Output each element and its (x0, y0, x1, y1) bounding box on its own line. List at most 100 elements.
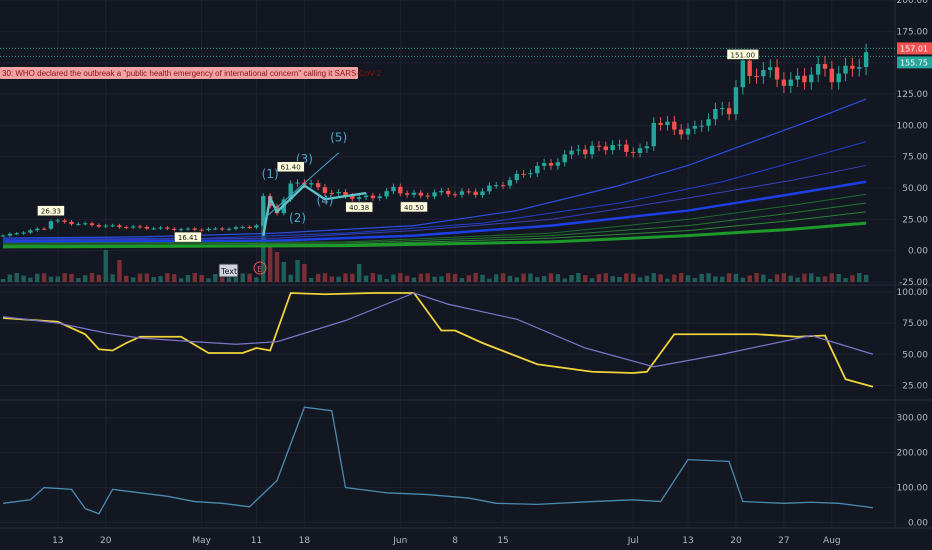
candle[interactable] (41, 228, 47, 230)
candle[interactable] (96, 225, 102, 227)
candle[interactable] (726, 108, 732, 115)
candle[interactable] (343, 192, 348, 196)
candle[interactable] (644, 146, 650, 149)
candle[interactable] (576, 149, 581, 151)
candle[interactable] (178, 229, 184, 231)
candle[interactable] (404, 193, 410, 195)
candle[interactable] (254, 225, 259, 228)
candle[interactable] (788, 79, 793, 86)
candle[interactable] (370, 195, 376, 199)
candle[interactable] (631, 151, 636, 153)
candle[interactable] (562, 154, 567, 163)
candle[interactable] (391, 186, 396, 192)
candle[interactable] (857, 67, 862, 69)
candle[interactable] (555, 162, 561, 166)
candle[interactable] (569, 150, 574, 155)
candle[interactable] (288, 183, 293, 200)
candle[interactable] (678, 129, 684, 135)
candle[interactable] (658, 122, 663, 125)
candle[interactable] (754, 76, 759, 78)
candle[interactable] (815, 64, 821, 75)
candle[interactable] (466, 191, 471, 193)
candle[interactable] (672, 121, 677, 130)
candle[interactable] (322, 187, 328, 193)
candle[interactable] (158, 227, 163, 229)
candle[interactable] (548, 163, 554, 166)
candle[interactable] (836, 73, 841, 83)
candle[interactable] (480, 191, 485, 196)
candle[interactable] (452, 194, 458, 196)
candle[interactable] (637, 148, 643, 153)
candle[interactable] (206, 228, 211, 231)
candle[interactable] (192, 228, 197, 230)
candle[interactable] (233, 227, 239, 229)
candle[interactable] (713, 109, 718, 120)
candle[interactable] (357, 197, 362, 199)
candle[interactable] (7, 233, 13, 236)
candle[interactable] (14, 233, 19, 235)
candle[interactable] (446, 190, 451, 195)
candle[interactable] (411, 192, 417, 195)
candle[interactable] (521, 173, 526, 175)
candle[interactable] (220, 228, 225, 230)
candle[interactable] (768, 67, 773, 70)
candle[interactable] (76, 223, 81, 225)
candle[interactable] (761, 69, 766, 77)
candle[interactable] (329, 192, 334, 194)
text-marker[interactable]: Text (218, 263, 239, 278)
candle[interactable] (28, 230, 33, 233)
candle[interactable] (165, 227, 170, 229)
candle[interactable] (733, 87, 739, 115)
candle[interactable] (117, 225, 122, 228)
candle[interactable] (507, 180, 513, 186)
candle[interactable] (459, 191, 465, 195)
candle[interactable] (363, 195, 369, 198)
candle[interactable] (583, 149, 588, 155)
candlesticks[interactable] (0, 43, 869, 237)
candle[interactable] (315, 183, 321, 188)
candle[interactable] (528, 173, 533, 175)
candle[interactable] (83, 223, 88, 225)
candle[interactable] (89, 223, 95, 226)
candle[interactable] (439, 190, 444, 193)
candle[interactable] (295, 182, 300, 184)
candle[interactable] (500, 185, 506, 187)
candle[interactable] (692, 126, 698, 129)
candle[interactable] (651, 122, 656, 147)
candle[interactable] (110, 225, 115, 227)
candle[interactable] (247, 227, 252, 229)
candle[interactable] (809, 74, 814, 83)
candle[interactable] (514, 173, 519, 181)
candle[interactable] (398, 186, 403, 194)
candle[interactable] (124, 227, 129, 229)
candle[interactable] (377, 196, 382, 199)
candle[interactable] (48, 221, 54, 229)
candle[interactable] (336, 192, 341, 194)
candle[interactable] (103, 225, 108, 227)
candle[interactable] (494, 185, 499, 187)
candle[interactable] (685, 128, 691, 135)
candle[interactable] (747, 60, 752, 77)
candle[interactable] (432, 192, 437, 197)
candle[interactable] (350, 195, 355, 199)
candle[interactable] (137, 226, 143, 228)
event-marker[interactable]: E (253, 261, 267, 275)
candle[interactable] (487, 185, 492, 192)
candle[interactable] (706, 119, 711, 126)
candle[interactable] (699, 125, 704, 127)
candle[interactable] (35, 228, 40, 231)
candle[interactable] (261, 195, 266, 226)
candle[interactable] (69, 221, 74, 225)
candle[interactable] (309, 183, 314, 185)
candle[interactable] (384, 191, 389, 197)
candle[interactable] (535, 165, 540, 174)
candle[interactable] (843, 65, 848, 74)
candle[interactable] (795, 75, 800, 80)
candle[interactable] (720, 108, 725, 110)
candle[interactable] (172, 228, 177, 230)
candle[interactable] (425, 195, 430, 197)
candle[interactable] (740, 60, 745, 88)
candle[interactable] (850, 65, 855, 69)
candle[interactable] (541, 163, 547, 166)
